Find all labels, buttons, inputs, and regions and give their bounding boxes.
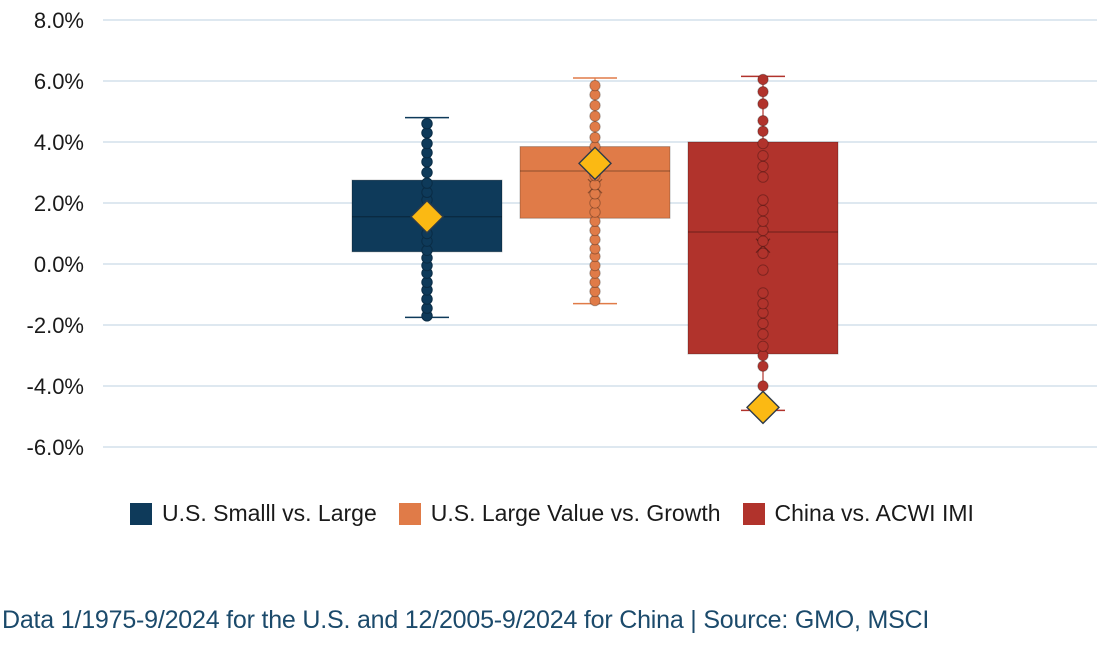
data-point <box>757 160 769 173</box>
data-point <box>421 166 433 179</box>
data-point <box>757 264 769 276</box>
data-point <box>421 137 433 150</box>
highlight-diamond <box>746 390 780 425</box>
legend-swatch-china-vs-acwi <box>742 502 765 525</box>
y-tick-label: -4.0% <box>27 374 84 399</box>
data-point <box>589 121 601 133</box>
legend: U.S. Smalll vs. Large U.S. Large Value v… <box>130 500 996 527</box>
legend-swatch-us-value-vs-growth <box>398 502 421 525</box>
box-series-1 <box>519 77 671 307</box>
data-point <box>421 177 433 189</box>
data-point <box>757 204 769 217</box>
data-point <box>757 150 769 162</box>
legend-label-china-vs-acwi: China vs. ACWI IMI <box>774 500 974 526</box>
data-point <box>757 137 769 150</box>
source-footnote: Data 1/1975-9/2024 for the U.S. and 12/2… <box>2 606 930 634</box>
data-point <box>757 297 769 310</box>
y-tick-label: 6.0% <box>34 69 84 94</box>
y-tick-label: -6.0% <box>27 435 84 460</box>
data-point <box>757 247 769 260</box>
y-tick-label: 0.0% <box>34 252 84 277</box>
data-point <box>757 215 769 228</box>
box-series-0 <box>351 116 503 322</box>
y-tick-label: 2.0% <box>34 191 84 216</box>
data-point <box>757 171 769 183</box>
data-point <box>757 287 769 299</box>
legend-item-china-vs-acwi[interactable]: China vs. ACWI IMI <box>742 500 974 527</box>
data-point <box>757 114 769 127</box>
y-axis-tick-labels: -6.0% -4.0% -2.0% 0.0% 2.0% 4.0% 6.0% 8.0% <box>27 8 84 460</box>
data-point <box>757 380 769 392</box>
data-point <box>757 85 769 98</box>
data-point <box>589 99 601 112</box>
legend-swatch-us-small-vs-large <box>130 502 152 525</box>
box-plot-chart: -6.0% -4.0% -2.0% 0.0% 2.0% 4.0% 6.0% 8.0% <box>27 8 1097 460</box>
data-point <box>589 110 601 122</box>
data-point <box>757 328 769 340</box>
data-point <box>757 98 769 110</box>
data-point <box>589 131 601 144</box>
data-point <box>757 73 769 86</box>
legend-label-us-small-vs-large: U.S. Smalll vs. Large <box>162 500 377 526</box>
data-point <box>421 118 433 130</box>
legend-item-us-value-vs-growth[interactable]: U.S. Large Value vs. Growth <box>398 500 721 527</box>
legend-item-us-small-vs-large[interactable]: U.S. Smalll vs. Large <box>130 500 377 527</box>
data-point <box>757 194 769 206</box>
data-point <box>757 360 769 372</box>
legend-label-us-value-vs-growth: U.S. Large Value vs. Growth <box>430 500 721 526</box>
boxes <box>351 73 839 425</box>
data-point <box>589 79 601 92</box>
y-tick-label: 8.0% <box>34 8 84 33</box>
data-point <box>757 340 769 353</box>
highlight-diamond <box>578 146 612 181</box>
data-point <box>757 235 769 247</box>
box-series-2 <box>687 73 839 425</box>
highlight-diamond <box>410 199 444 234</box>
y-tick-label: 4.0% <box>34 130 84 155</box>
data-point <box>757 125 769 138</box>
data-point <box>757 317 769 330</box>
y-tick-label: -2.0% <box>27 313 84 338</box>
